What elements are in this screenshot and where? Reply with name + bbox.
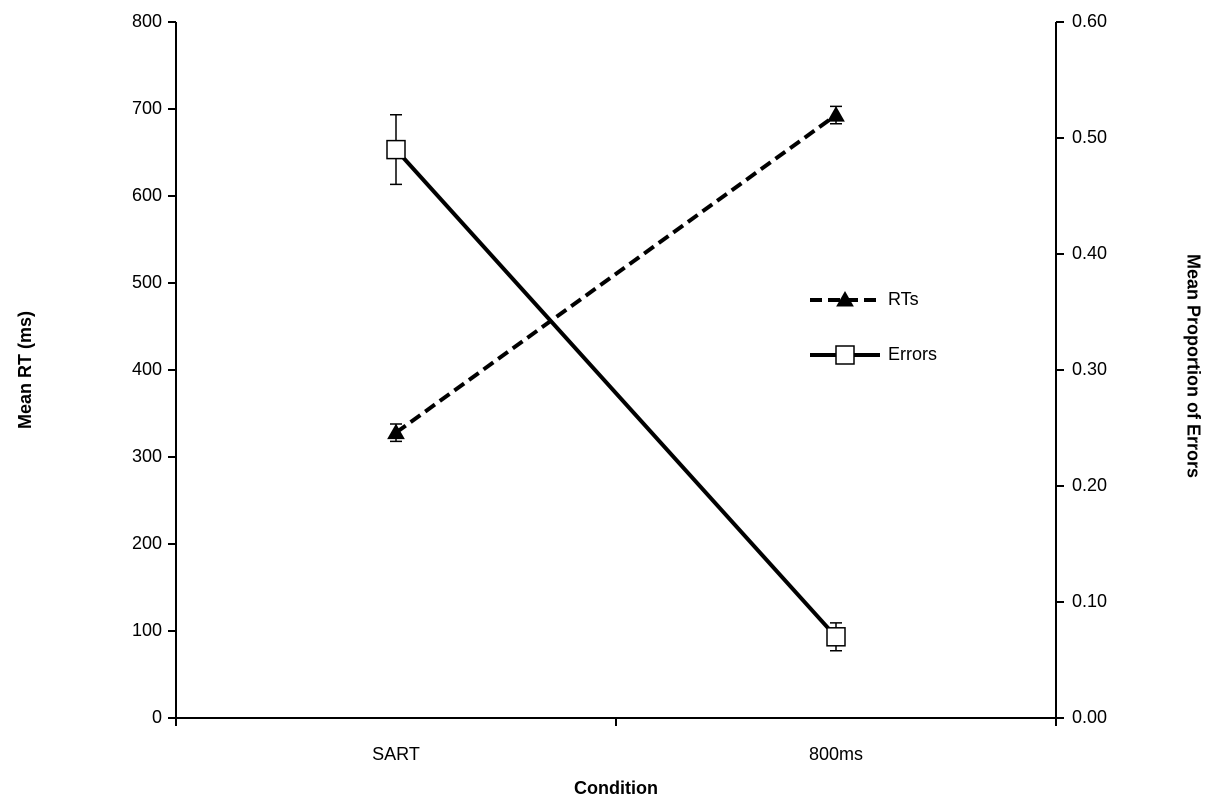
y2-tick-label: 0.50 bbox=[1072, 127, 1107, 147]
y2-tick-label: 0.30 bbox=[1072, 359, 1107, 379]
data-point bbox=[387, 423, 405, 440]
y2-axis-label: Mean Proportion of Errors bbox=[1183, 254, 1203, 478]
y-tick-label: 300 bbox=[132, 446, 162, 466]
y-tick-label: 0 bbox=[152, 707, 162, 727]
y-tick-label: 800 bbox=[132, 11, 162, 31]
y-tick-label: 500 bbox=[132, 272, 162, 292]
y2-tick-label: 0.40 bbox=[1072, 243, 1107, 263]
y-tick-label: 400 bbox=[132, 359, 162, 379]
x-tick-label: SART bbox=[372, 744, 420, 764]
y-axis-label: Mean RT (ms) bbox=[15, 311, 35, 429]
x-tick-label: 800ms bbox=[809, 744, 863, 764]
y2-tick-label: 0.20 bbox=[1072, 475, 1107, 495]
y-tick-label: 600 bbox=[132, 185, 162, 205]
data-point bbox=[826, 627, 846, 647]
y2-tick-label: 0.60 bbox=[1072, 11, 1107, 31]
series-line bbox=[394, 148, 838, 639]
x-axis-label: Condition bbox=[574, 778, 658, 798]
data-point bbox=[827, 106, 845, 122]
y2-tick-label: 0.00 bbox=[1072, 707, 1107, 727]
y-tick-label: 100 bbox=[132, 620, 162, 640]
y-tick-label: 200 bbox=[132, 533, 162, 553]
legend-label: RTs bbox=[888, 289, 919, 309]
legend-label: Errors bbox=[888, 344, 937, 364]
y2-tick-label: 0.10 bbox=[1072, 591, 1107, 611]
data-point bbox=[386, 139, 406, 160]
series-line bbox=[394, 113, 838, 435]
legend-marker bbox=[835, 345, 855, 365]
legend-marker bbox=[836, 290, 854, 307]
y-tick-label: 700 bbox=[132, 98, 162, 118]
